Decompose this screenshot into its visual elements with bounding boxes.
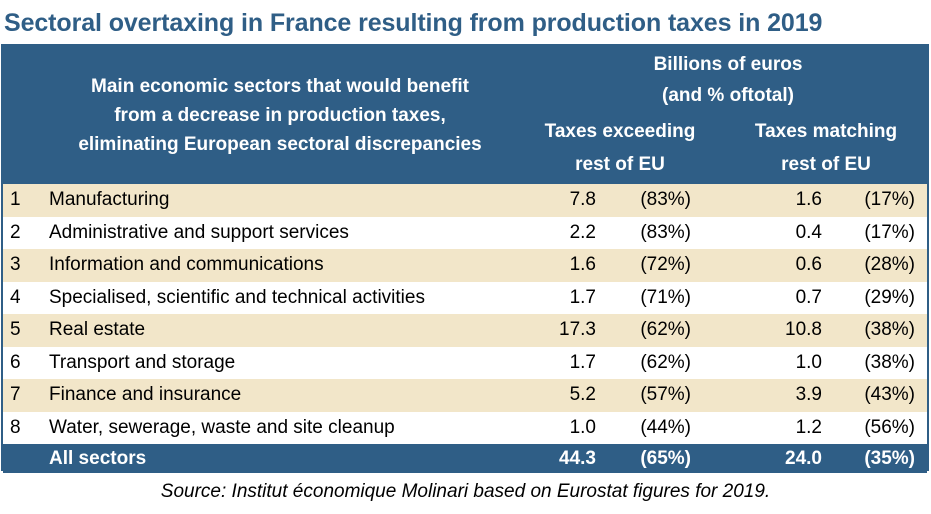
matching-value: 10.8 [785,319,822,340]
matching-percent: (56%) [864,416,915,438]
total-label: All sectors [49,448,147,469]
exceeding-value: 2.2 [569,221,596,243]
exceeding-header-line: rest of EU [575,154,665,175]
total-matching-value: 24.0 [785,448,822,469]
unit-header-line: (and % oftotal) [662,85,794,106]
matching-value: 1.2 [795,416,822,438]
matching-percent: (38%) [864,351,915,373]
table-header: Main economic sectors that would benefit… [3,44,927,184]
exceeding-value: 1.6 [569,254,596,275]
table-row: 4 Specialised, scientific and technical a… [3,281,927,314]
table-row: 2 Administrative and support services 2.2 (… [3,216,927,249]
exceeding-value: 7.8 [569,189,596,210]
exceeding-value: 5.2 [569,384,596,405]
sector-name: Real estate [49,319,146,340]
matching-value: 3.9 [795,384,822,405]
exceeding-percent: (83%) [640,189,691,210]
table-row: 7 Finance and insurance 5.2 (57%) 3.9 (43%) [3,379,927,412]
matching-value: 1.6 [795,189,822,210]
total-exceeding-percent: (65%) [640,448,691,469]
sector-name: Manufacturing [49,189,170,210]
source-note: Source: Institut économique Molinari bas… [160,481,771,502]
matching-percent: (17%) [864,221,915,243]
matching-header-line: Taxes matching [754,121,898,142]
exceeding-percent: (57%) [640,384,691,405]
matching-percent: (43%) [864,384,915,405]
table-row: 1 Manufacturing 7.8 (83%) 1.6 (17%) [3,184,927,217]
matching-value: 1.0 [795,351,822,373]
exceeding-value: 1.7 [569,286,596,308]
exceeding-percent: (62%) [640,319,691,340]
table-row: 5 Real estate 17.3 (62%) 10.8 (38%) [3,314,927,347]
matching-header-line: rest of EU [781,154,871,175]
table-row: 3 Information and communications 1.6 (72%) 0… [3,249,927,282]
table-title: Sectoral overtaxing in France resulting … [4,9,823,37]
exceeding-percent: (83%) [640,221,691,243]
exceeding-percent: (71%) [640,286,691,308]
matching-column-header: Taxes matching rest of EU [731,115,921,181]
sector-name: Information and communications [49,254,324,275]
matching-percent: (17%) [864,189,915,210]
total-row: All sectors 44.3 (65%) 24.0 (35%) [3,444,927,473]
matching-percent: (28%) [864,254,915,275]
sector-header-line: from a decrease in production taxes, [114,105,446,126]
exceeding-header-line: Taxes exceeding [544,121,696,142]
row-number: 5 [10,319,21,340]
exceeding-value: 1.7 [569,351,596,373]
table-body: 1 Manufacturing 7.8 (83%) 1.6 (17%) 2 Administr… [3,184,927,473]
row-number: 4 [10,286,21,308]
data-table: Main economic sectors that would benefit… [1,44,929,473]
matching-percent: (38%) [864,319,915,340]
table-row: 8 Water, sewerage, waste and site cleanup… [3,411,927,444]
sector-header-line: eliminating European sectoral discrepanc… [78,134,482,155]
row-number: 3 [10,254,21,275]
matching-value: 0.7 [795,286,822,308]
sector-name: Transport and storage [49,351,236,373]
total-matching-percent: (35%) [864,448,915,469]
exceeding-value: 1.0 [569,416,596,438]
sector-name: Specialised, scientific and technical ac… [49,286,425,308]
sector-name: Finance and insurance [49,384,242,405]
row-number: 1 [10,189,21,210]
sector-name: Water, sewerage, waste and site cleanup [49,416,395,438]
row-number: 8 [10,416,21,438]
matching-value: 0.6 [795,254,822,275]
matching-percent: (29%) [864,286,915,308]
exceeding-value: 17.3 [559,319,596,340]
total-exceeding-value: 44.3 [559,448,596,469]
unit-header-line: Billions of euros [653,54,803,75]
exceeding-percent: (44%) [640,416,691,438]
row-number: 2 [10,221,21,243]
unit-header: Billions of euros (and % oftotal) [535,49,921,111]
row-number: 7 [10,384,21,405]
sector-column-header: Main economic sectors that would benefit… [55,72,505,159]
table-row: 6 Transport and storage 1.7 (62%) 1.0 (38%) [3,346,927,379]
row-number: 6 [10,351,21,373]
exceeding-column-header: Taxes exceeding rest of EU [525,115,715,181]
sector-header-line: Main economic sectors that would benefit [91,76,469,97]
matching-value: 0.4 [795,221,822,243]
sector-name: Administrative and support services [49,221,349,243]
exceeding-percent: (72%) [640,254,691,275]
exceeding-percent: (62%) [640,351,691,373]
